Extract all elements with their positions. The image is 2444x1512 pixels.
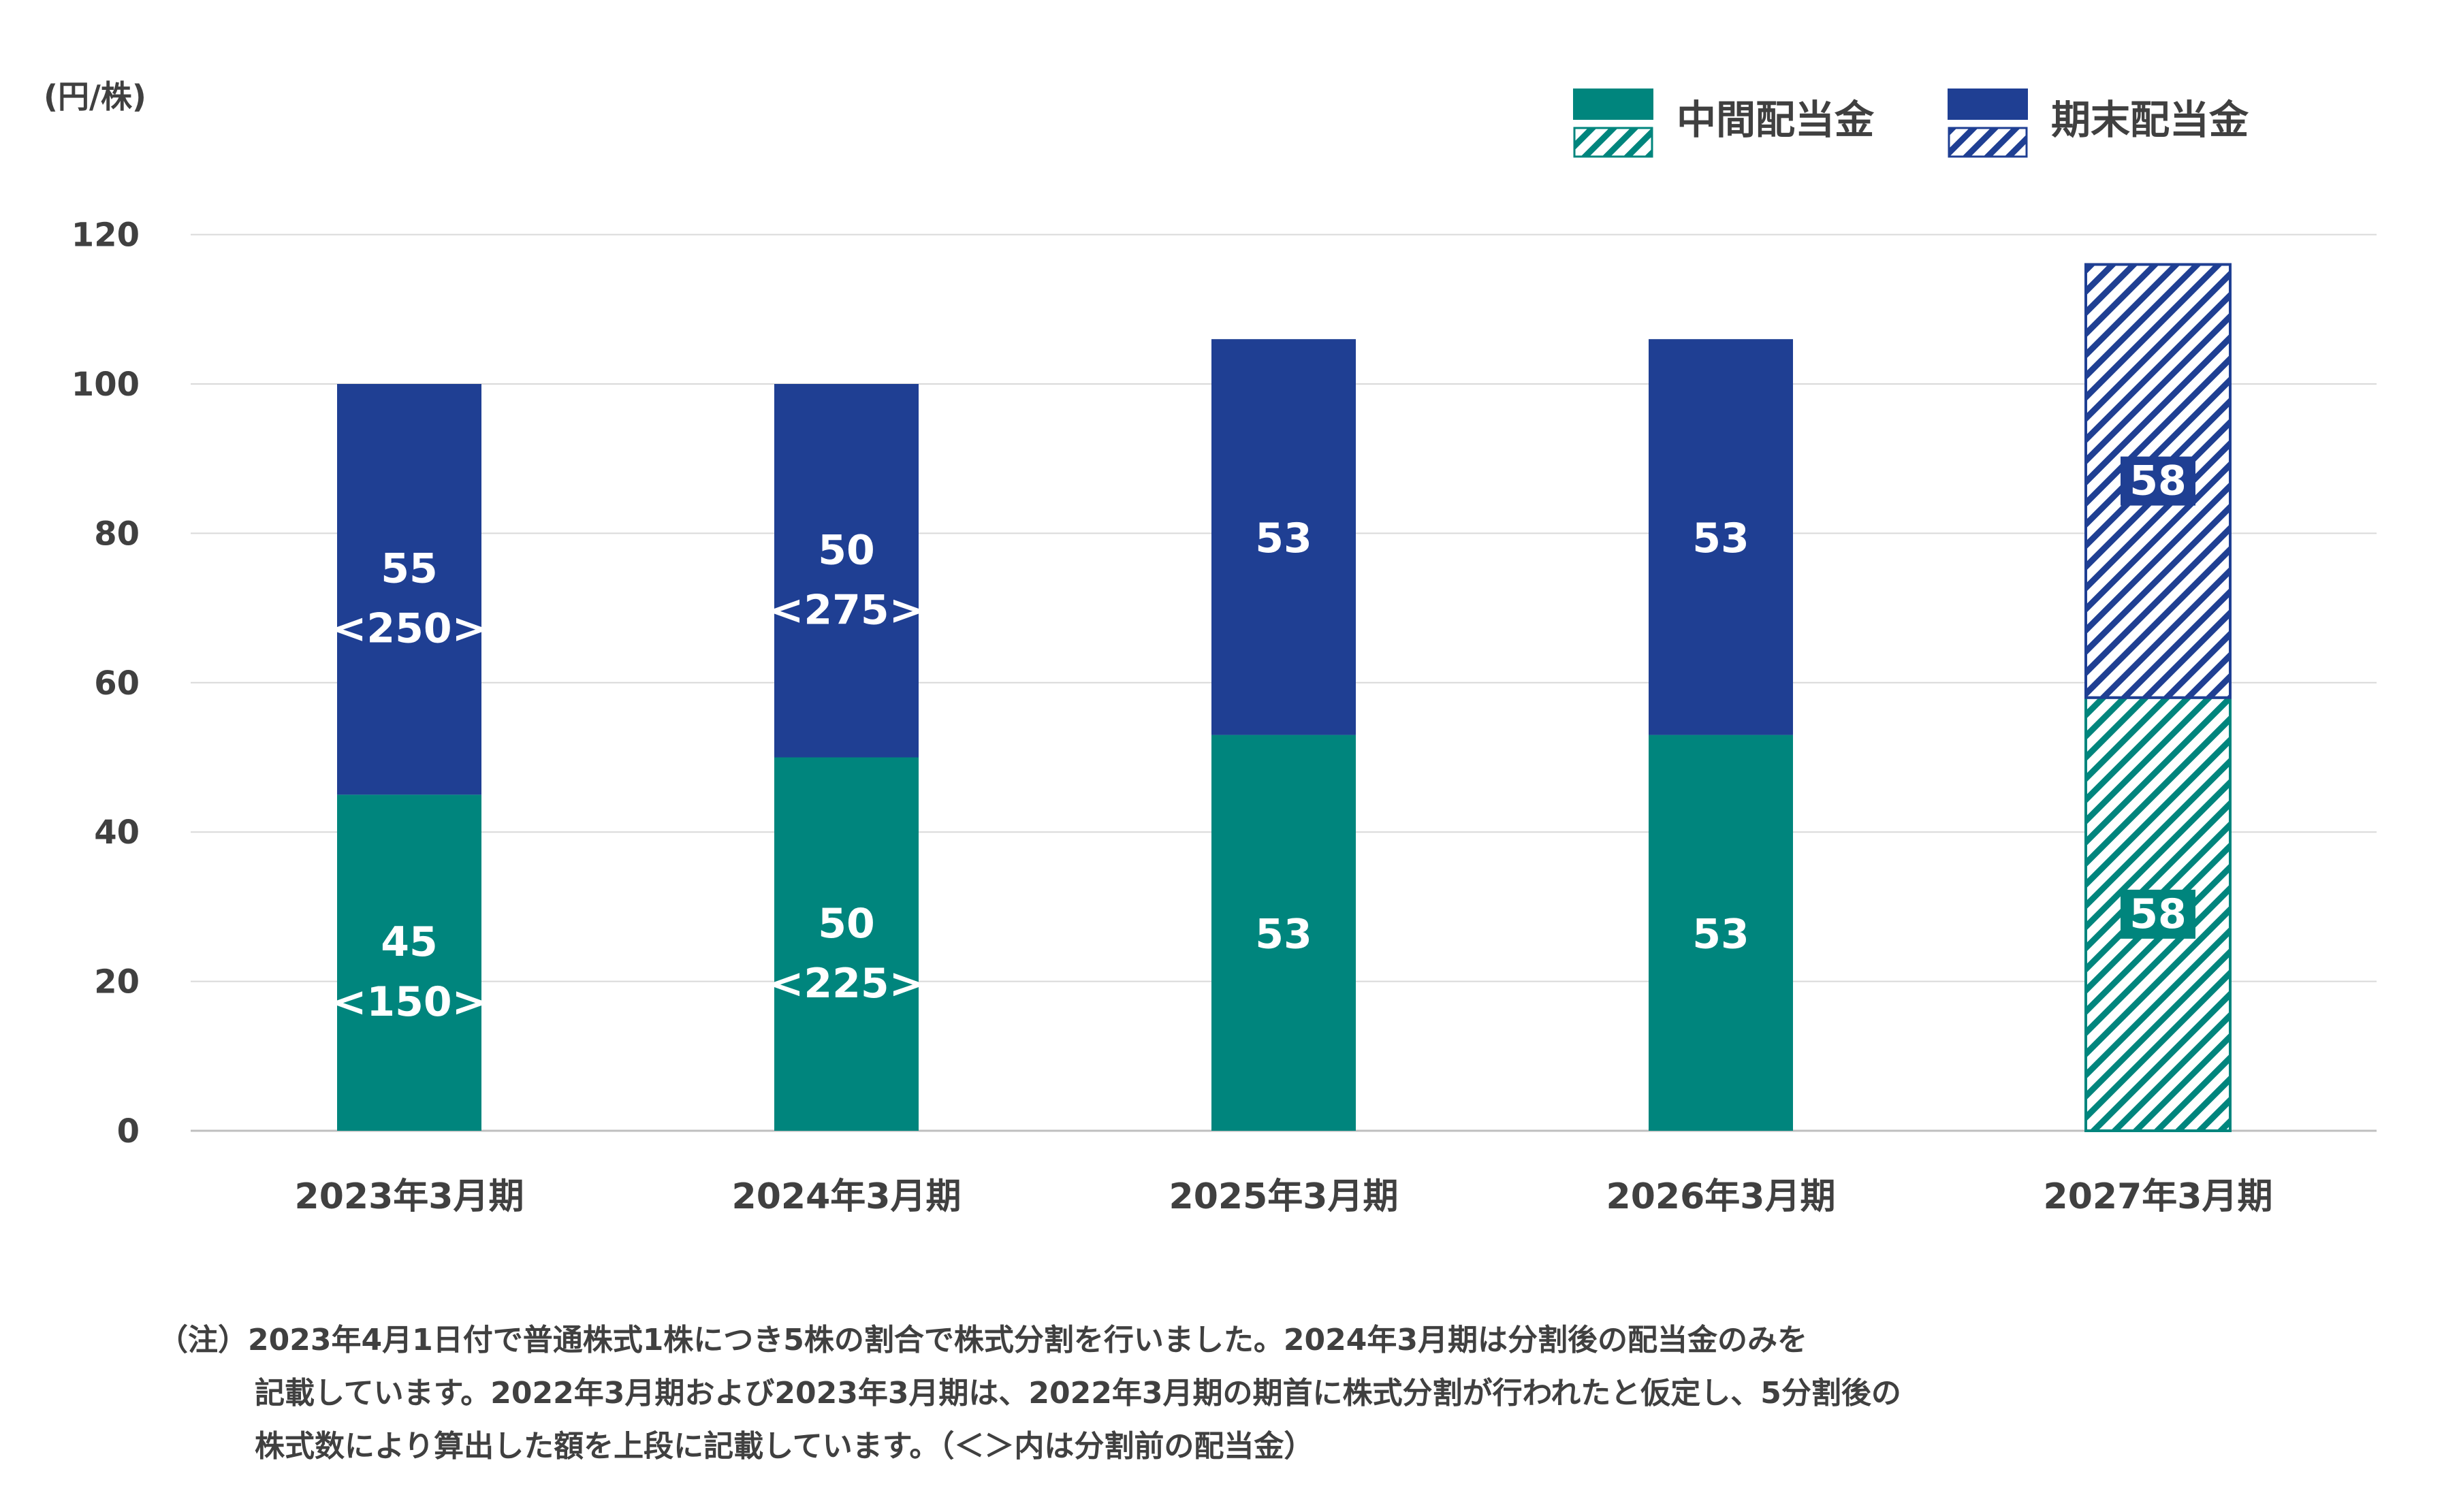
- bars: [337, 263, 2232, 1132]
- data-label: 55: [381, 545, 438, 593]
- bar-yearend-3: [1649, 339, 1793, 735]
- legend-label: 期末配当金: [2051, 97, 2249, 143]
- bar-interim-2: [1211, 735, 1356, 1131]
- data-label: 50: [818, 900, 875, 948]
- data-label: 53: [1255, 910, 1312, 958]
- y-unit-label: (円/株): [44, 78, 146, 115]
- data-sublabel: <250>: [332, 605, 486, 653]
- data-label: 53: [1692, 515, 1749, 562]
- y-tick-label: 40: [94, 814, 140, 852]
- legend-swatch-solid: [1573, 89, 1653, 120]
- x-category-label: 2023年3月期: [295, 1176, 524, 1217]
- x-category-label: 2025年3月期: [1169, 1176, 1399, 1217]
- footnote-line-3: 株式数により算出した額を上段に記載しています。（＜＞内は分割前の配当金）: [255, 1429, 1314, 1464]
- bar-interim-3: [1649, 735, 1793, 1131]
- legend-swatch-hatched: [1948, 127, 2028, 158]
- legend-label: 中間配当金: [1677, 97, 1875, 143]
- footnote-line-1: （注）2023年4月1日付で普通株式1株につき5株の割合で株式分割を行いました。…: [158, 1323, 1807, 1357]
- data-label-box: [2121, 456, 2195, 506]
- y-tick-label: 120: [72, 216, 140, 255]
- footnote-line-2: 記載しています。2022年3月期および2023年3月期は、2022年3月期の期首…: [255, 1376, 1901, 1411]
- bar-yearend-1: [774, 384, 919, 758]
- data-sublabel: <275>: [769, 586, 923, 634]
- y-tick-label: 80: [94, 515, 140, 553]
- data-label: 53: [1255, 515, 1312, 562]
- x-category-label: 2026年3月期: [1606, 1176, 1836, 1217]
- y-tick-label: 0: [117, 1112, 140, 1151]
- y-tick-label: 60: [94, 664, 140, 703]
- data-label: 58: [2129, 890, 2187, 938]
- y-tick-label: 20: [94, 963, 140, 1001]
- bar-yearend-2: [1211, 339, 1356, 735]
- bar-interim-0: [337, 794, 481, 1131]
- bar-interim-1: [774, 757, 919, 1131]
- x-axis-categories: 2023年3月期 2024年3月期 2025年3月期 2026年3月期 2027年3月期: [295, 1176, 2273, 1217]
- data-label: 50: [818, 526, 875, 574]
- y-tick-label: 100: [72, 366, 140, 404]
- x-category-label: 2027年3月期: [2044, 1176, 2273, 1217]
- data-label: 58: [2129, 457, 2187, 505]
- data-labels: 45 <150> 55 <250> 50 <225> 50 <275> 53 53 53 53 58 58: [332, 456, 2195, 1026]
- legend-swatch-solid: [1948, 89, 2028, 120]
- data-label: 45: [381, 918, 438, 966]
- data-label: 53: [1692, 910, 1749, 958]
- y-axis-ticks: 0 20 40 60 80 100 120: [72, 216, 140, 1151]
- bar-yearend-0: [337, 384, 481, 795]
- x-category-label: 2024年3月期: [732, 1176, 962, 1217]
- data-sublabel: <225>: [769, 960, 923, 1008]
- data-sublabel: <150>: [332, 978, 486, 1026]
- legend-swatch-hatched: [1573, 127, 1653, 158]
- data-label-box: [2121, 889, 2195, 939]
- legend: 中間配当金 期末配当金: [1573, 89, 2249, 158]
- footnote: （注）2023年4月1日付で普通株式1株につき5株の割合で株式分割を行いました。…: [158, 1314, 2337, 1473]
- dividend-chart: (円/株) 中間配当金 期末配当金 0 20 40 60 80 100 120 45 <150>…: [44, 78, 2377, 1217]
